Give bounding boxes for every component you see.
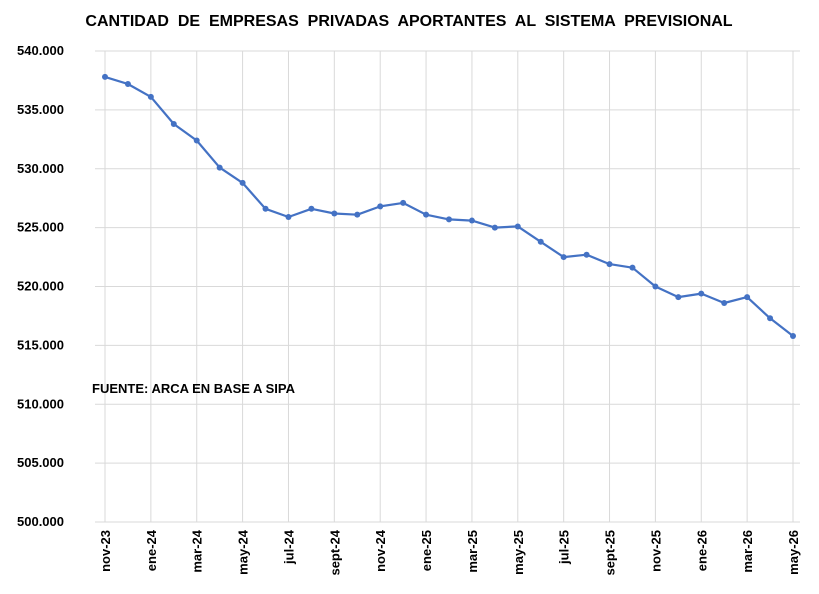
- data-point: [124, 80, 131, 87]
- x-tick-label: nov-23: [98, 530, 113, 572]
- x-tick-label: mar-26: [740, 530, 755, 573]
- data-point: [721, 299, 728, 306]
- data-point: [216, 164, 223, 171]
- data-point: [262, 205, 269, 212]
- data-point: [285, 214, 292, 221]
- y-tick-label: 500.000: [17, 514, 64, 529]
- y-tick-label: 520.000: [17, 279, 64, 294]
- x-tick-label: ene-25: [419, 530, 434, 571]
- x-tick-label: may-24: [236, 529, 251, 575]
- series-line: [104, 75, 794, 337]
- data-point: [698, 290, 705, 297]
- x-tick-label: sept-25: [603, 530, 618, 576]
- x-tick-label: nov-25: [648, 530, 663, 572]
- data-point: [583, 251, 590, 258]
- x-tick-label: sept-24: [327, 529, 342, 575]
- y-tick-label: 515.000: [17, 337, 64, 352]
- chart-title: CANTIDAD DE EMPRESAS PRIVADAS APORTANTES…: [85, 13, 732, 30]
- data-point: [629, 264, 636, 271]
- x-tick-label: jul-25: [557, 530, 572, 565]
- series-line-group: [104, 75, 794, 337]
- data-point: [767, 315, 774, 322]
- y-tick-label: 530.000: [17, 161, 64, 176]
- data-point: [308, 205, 315, 212]
- x-tick-label: mar-25: [465, 530, 480, 573]
- x-tick-label: jul-24: [281, 529, 296, 565]
- gridlines: [95, 50, 800, 523]
- data-point: [744, 294, 751, 301]
- x-tick-label: may-25: [511, 530, 526, 575]
- data-point: [606, 261, 613, 268]
- y-tick-label: 510.000: [17, 396, 64, 411]
- data-points: [102, 73, 796, 339]
- data-point: [446, 216, 452, 223]
- y-tick-label: 535.000: [17, 102, 64, 117]
- data-point: [239, 179, 246, 186]
- data-point: [170, 121, 177, 128]
- data-point: [790, 332, 796, 339]
- data-point: [147, 93, 154, 100]
- y-tick-label: 540.000: [17, 43, 64, 58]
- data-point: [514, 223, 521, 230]
- data-point: [193, 137, 200, 144]
- source-annotation: FUENTE: ARCA EN BASE A SIPA: [92, 381, 296, 396]
- data-point: [491, 224, 498, 231]
- x-tick-label: nov-24: [373, 529, 388, 572]
- data-point: [400, 199, 407, 206]
- data-point: [560, 254, 567, 261]
- data-point: [537, 238, 544, 245]
- y-tick-label: 505.000: [17, 455, 64, 470]
- y-axis-ticks: 500.000 505.000 510.000 515.000 520.000 525.0…: [17, 43, 64, 529]
- data-point: [331, 210, 338, 217]
- x-tick-label: mar-24: [190, 529, 205, 572]
- data-point: [102, 73, 108, 80]
- data-point: [468, 217, 475, 224]
- x-tick-label: may-26: [786, 530, 801, 575]
- x-tick-label: ene-26: [694, 530, 709, 571]
- data-point: [354, 211, 361, 218]
- data-point: [652, 283, 659, 290]
- data-point: [675, 294, 682, 301]
- data-point: [377, 203, 384, 210]
- x-tick-label: ene-24: [144, 529, 159, 571]
- x-axis-ticks: nov-23 ene-24 mar-24 may-24 jul-24 sept-24 nov…: [98, 529, 801, 575]
- data-point: [423, 211, 430, 218]
- y-tick-label: 525.000: [17, 220, 64, 235]
